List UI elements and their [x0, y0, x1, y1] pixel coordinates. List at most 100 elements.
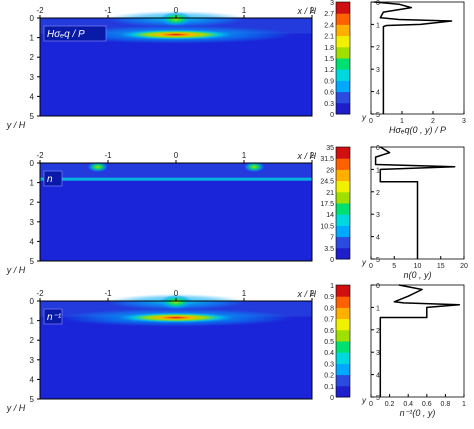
- y-tick-label: 0: [30, 297, 35, 306]
- x-tick-label: 0: [174, 151, 179, 160]
- colorbar-swatch: [336, 374, 350, 387]
- y-tick-label: 2: [30, 336, 35, 345]
- profile-x-tick-label: 0.2: [385, 401, 395, 408]
- panel-label: n⁻¹: [47, 312, 62, 323]
- profile-x-axis-label: n(0 , y): [403, 270, 431, 280]
- colorbar-tick-label: 0: [330, 112, 334, 119]
- colorbar-swatch: [336, 318, 350, 331]
- colorbar-swatch: [336, 225, 350, 238]
- profile-x-tick-label: 15: [437, 263, 445, 270]
- y-tick-label: 5: [30, 112, 35, 121]
- profile-x-tick-label: 10: [414, 263, 422, 270]
- colorbar-swatch: [336, 58, 350, 70]
- profile-y-tick-label: 5: [376, 257, 380, 264]
- profile-y-tick-label: 0: [376, 0, 380, 7]
- x-tick-label: 0: [174, 289, 179, 298]
- x-axis-label: x / H: [296, 289, 316, 299]
- colorbar-tick-label: 0.1: [324, 384, 334, 391]
- heatmap-hotspot: [244, 161, 265, 172]
- colorbar-tick-label: 0.9: [324, 78, 334, 85]
- colorbar-tick-label: 24.5: [320, 179, 334, 186]
- x-tick-label: 1: [242, 6, 247, 15]
- colorbar-tick-label: 21: [326, 190, 334, 197]
- colorbar-swatch: [336, 203, 350, 215]
- colorbar-swatch: [336, 307, 350, 320]
- profile-x-tick-label: 0.8: [441, 401, 451, 408]
- colorbar-tick-label: 3.5: [324, 246, 334, 253]
- x-axis-label: x / H: [296, 151, 316, 161]
- colorbar-swatch: [336, 214, 350, 226]
- colorbar-swatch: [336, 102, 350, 115]
- profile-y-tick-label: 2: [376, 45, 380, 52]
- colorbar-tick-label: 1.2: [324, 67, 334, 74]
- colorbar-frame: [335, 284, 351, 398]
- profile-x-tick-label: 0: [369, 118, 373, 125]
- profile-y-tick-label: 5: [376, 112, 380, 119]
- panel-label-box: [43, 170, 63, 187]
- colorbar-tick-label: 0.3: [324, 361, 334, 368]
- profile-x-tick-label: 0: [369, 263, 373, 270]
- colorbar-swatch: [336, 24, 350, 37]
- colorbar-swatch: [336, 385, 350, 398]
- y-tick-label: 1: [30, 317, 35, 326]
- colorbar-tick-label: 1: [330, 283, 334, 290]
- colorbar-swatch: [336, 296, 350, 308]
- y-tick-label: 5: [30, 395, 35, 404]
- x-tick-label: -2: [36, 151, 44, 160]
- profile-x-tick-label: 0.6: [422, 401, 432, 408]
- profile-line: [379, 284, 461, 397]
- x-tick-label: 1: [242, 151, 247, 160]
- heatmap-hotspot: [160, 11, 192, 26]
- panel-label: Hσₑq / P: [47, 29, 85, 40]
- colorbar-tick-label: 0.6: [324, 328, 334, 335]
- colorbar-tick-label: 2.4: [324, 22, 334, 29]
- profile-x-tick-label: 1: [462, 401, 466, 408]
- x-tick-label: -1: [104, 151, 112, 160]
- profile-x-tick-label: 0: [369, 401, 373, 408]
- colorbar-tick-label: 17.5: [320, 201, 334, 208]
- profile-x-tick-label: 0.4: [403, 401, 413, 408]
- y-tick-label: 4: [30, 375, 35, 384]
- profile-y-tick-label: 2: [376, 328, 380, 335]
- colorbar-tick-label: 0.2: [324, 373, 334, 380]
- colorbar-tick-label: 2.1: [324, 34, 334, 41]
- colorbar-swatch: [336, 80, 350, 93]
- colorbar-swatch: [336, 191, 350, 204]
- profile-y-axis-label: y: [361, 258, 367, 267]
- profile-y-tick-label: 2: [376, 190, 380, 197]
- profile-y-tick-label: 4: [376, 90, 380, 97]
- y-tick-label: 0: [30, 14, 35, 23]
- heatmap-hotspot: [160, 294, 192, 309]
- colorbar-swatch: [336, 169, 350, 182]
- colorbar-tick-label: 14: [326, 212, 334, 219]
- profile-y-tick-label: 4: [376, 235, 380, 242]
- y-tick-label: 3: [30, 73, 35, 82]
- colorbar-tick-label: 31.5: [320, 156, 334, 163]
- colorbar-tick-label: 2.7: [324, 11, 334, 18]
- profile-x-axis-label: Hσₑq(0 , y) / P: [389, 125, 446, 135]
- colorbar-swatch: [336, 2, 350, 14]
- x-axis-label: x / H: [296, 6, 316, 16]
- profile-y-axis-label: y: [361, 396, 367, 405]
- profile-y-tick-label: 1: [376, 305, 380, 312]
- colorbar-swatch: [336, 329, 350, 342]
- colorbar-tick-label: 35: [326, 145, 334, 152]
- heatmap-hotspot: [118, 29, 234, 40]
- y-tick-label: 3: [30, 356, 35, 365]
- colorbar-swatch: [336, 236, 350, 249]
- heatmap-hotspot: [87, 161, 108, 172]
- profile-y-tick-label: 0: [376, 145, 380, 152]
- colorbar-swatch: [336, 247, 350, 260]
- profile-x-axis-label: n⁻¹(0 , y): [400, 408, 436, 418]
- y-tick-label: 4: [30, 92, 35, 101]
- x-tick-label: -1: [104, 289, 112, 298]
- colorbar-tick-label: 1.5: [324, 56, 334, 63]
- colorbar-tick-label: 0.3: [324, 101, 334, 108]
- profile-y-tick-label: 5: [376, 395, 380, 402]
- profile-line: [374, 146, 456, 259]
- colorbar-swatch: [336, 35, 350, 48]
